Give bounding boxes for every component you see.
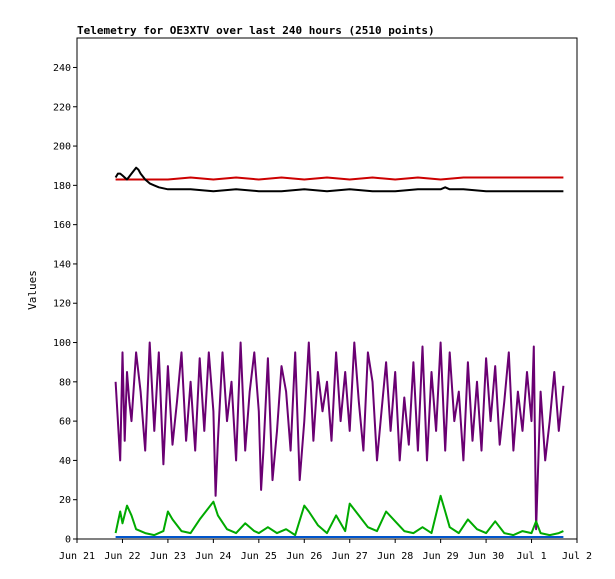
- y-tick-label: 20: [59, 495, 71, 506]
- y-tick-label: 80: [59, 377, 71, 388]
- y-axis: 0 20 40 60 80 100 120 140 160 180 200 220 240: [53, 63, 77, 546]
- y-tick-label: 100: [53, 338, 71, 349]
- series-line-2: [114, 166, 564, 193]
- y-tick-label: 200: [53, 142, 71, 153]
- y-tick-label: 180: [53, 181, 71, 192]
- x-tick-label: Jun 28: [377, 551, 413, 562]
- y-tick-label: 40: [59, 456, 71, 467]
- x-tick-label: Jun 23: [150, 551, 186, 562]
- x-tick-label: Jun 24: [195, 551, 231, 562]
- y-tick-label: 160: [53, 220, 71, 231]
- x-tick-label: Jun 22: [104, 551, 140, 562]
- x-tick-label: Jun 26: [286, 551, 322, 562]
- x-tick-label: Jul 1: [516, 551, 546, 562]
- chart-title: Telemetry for OE3XTV over last 240 hours…: [77, 24, 435, 37]
- plot-area: [76, 37, 578, 540]
- x-axis: Jun 21 Jun 22 Jun 23 Jun 24 Jun 25 Jun 26 Jun …: [59, 539, 592, 562]
- y-tick-label: 120: [53, 299, 71, 310]
- x-tick-label: Jun 30: [468, 551, 504, 562]
- y-tick-label: 0: [65, 535, 71, 546]
- series-line-4: [114, 494, 564, 537]
- series-line-1: [115, 176, 564, 181]
- y-tick-label: 240: [53, 63, 71, 74]
- y-tick-label: 60: [59, 417, 71, 428]
- x-tick-label: Jul 2: [562, 551, 592, 562]
- y-axis-label: Values: [26, 270, 39, 310]
- x-tick-label: Jun 21: [59, 551, 95, 562]
- x-tick-label: Jun 25: [241, 551, 277, 562]
- series-layer: [114, 166, 565, 538]
- x-tick-label: Jun 29: [423, 551, 459, 562]
- y-tick-label: 220: [53, 102, 71, 113]
- x-tick-label: Jun 27: [332, 551, 368, 562]
- series-line-3: [114, 341, 565, 531]
- y-tick-label: 140: [53, 259, 71, 270]
